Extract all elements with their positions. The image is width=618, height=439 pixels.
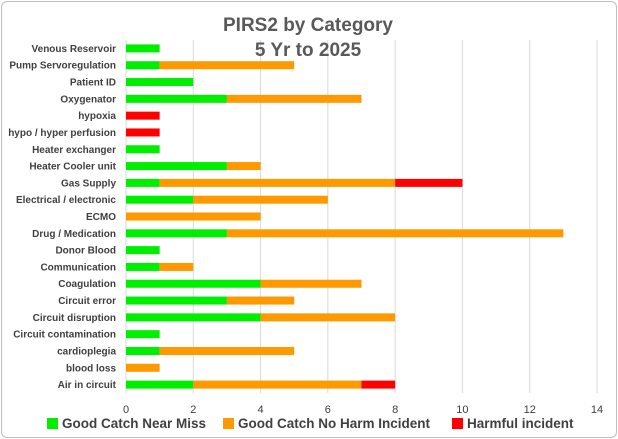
bar-segment-series-3: [126, 128, 160, 137]
category-label: cardioplegia: [57, 346, 116, 357]
x-tick-label: 0: [123, 404, 129, 416]
category-label: Air in circuit: [58, 380, 117, 391]
chart-title: PIRS2 by Category: [223, 15, 393, 36]
bar-segment-series-1: [126, 78, 194, 87]
legend-swatch: [452, 418, 463, 429]
category-label: Drug / Medication: [32, 229, 116, 240]
bar-segment-series-1: [126, 145, 160, 154]
category-label: hypoxia: [78, 111, 116, 122]
bar-segment-series-3: [395, 178, 463, 187]
bar-segment-series-2: [226, 162, 261, 171]
bar-segment-series-2: [193, 380, 362, 389]
bar-segment-series-3: [126, 111, 160, 120]
legend-label: Harmful incident: [467, 416, 574, 431]
legend-label: Good Catch Near Miss: [62, 416, 206, 431]
x-tick-label: 8: [392, 404, 398, 416]
legend: Good Catch Near Miss Good Catch No Harm I…: [47, 416, 574, 431]
category-label: Circuit contamination: [13, 330, 116, 341]
category-label: Donor Blood: [55, 246, 116, 257]
bar-segment-series-1: [126, 61, 160, 70]
bars: [126, 44, 564, 389]
category-label: hypo / hyper perfusion: [8, 128, 116, 139]
bar-segment-series-1: [126, 279, 261, 288]
bar-segment-series-1: [126, 262, 160, 271]
bar-segment-series-1: [126, 162, 227, 171]
x-tick-label: 2: [190, 404, 196, 416]
bar-segment-series-2: [260, 279, 362, 288]
bar-segment-series-2: [126, 363, 160, 372]
category-label: Oxygenator: [60, 94, 116, 105]
bar-segment-series-1: [126, 195, 194, 204]
x-tick-label: 6: [325, 404, 331, 416]
category-labels: Venous Reservoir Pump Servoregulation Pati…: [8, 44, 116, 391]
x-tick-label: 10: [456, 404, 468, 416]
chart-subtitle: 5 Yr to 2025: [255, 40, 362, 61]
category-label: ECMO: [86, 212, 116, 223]
bar-segment-series-1: [126, 94, 227, 103]
bar-segment-series-2: [193, 195, 328, 204]
bar-segment-series-2: [226, 296, 295, 305]
bar-segment-series-1: [126, 380, 194, 389]
bar-segment-series-2: [159, 346, 295, 355]
x-tick-label: 14: [591, 404, 603, 416]
legend-swatch: [47, 418, 58, 429]
x-tick-label: 4: [258, 404, 264, 416]
category-label: Circuit error: [58, 296, 116, 307]
category-label: Electrical / electronic: [16, 195, 116, 206]
bar-segment-series-1: [126, 346, 160, 355]
category-label: Heater exchanger: [32, 145, 116, 156]
category-label: Communication: [40, 262, 116, 273]
bar-segment-series-1: [126, 246, 160, 255]
bar-segment-series-3: [361, 380, 396, 389]
bar-segment-series-1: [126, 330, 160, 339]
bar-segment-series-1: [126, 178, 160, 187]
bar-segment-series-2: [260, 313, 396, 322]
x-tick-labels: 0 2 4 6 8 10 12 14: [123, 404, 603, 416]
bar-segment-series-1: [126, 229, 227, 238]
bar-segment-series-1: [126, 296, 227, 305]
category-label: Circuit disruption: [33, 313, 116, 324]
category-label: blood loss: [66, 363, 116, 374]
bar-segment-series-2: [126, 212, 261, 221]
legend-swatch: [223, 418, 234, 429]
category-label: Coagulation: [58, 279, 116, 290]
x-tick-label: 12: [524, 404, 536, 416]
category-label: Heater Cooler unit: [29, 162, 116, 173]
category-label: Patient ID: [70, 78, 116, 89]
category-label: Gas Supply: [61, 178, 116, 189]
bar-segment-series-2: [159, 61, 295, 70]
legend-label: Good Catch No Harm Incident: [238, 416, 431, 431]
bar-segment-series-1: [126, 44, 160, 53]
bar-segment-series-1: [126, 313, 261, 322]
category-label: Pump Servoregulation: [9, 61, 116, 72]
bar-segment-series-2: [226, 229, 564, 238]
bar-segment-series-2: [159, 262, 194, 271]
category-label: Venous Reservoir: [32, 44, 117, 55]
bar-segment-series-2: [226, 94, 362, 103]
bar-segment-series-2: [159, 178, 396, 187]
